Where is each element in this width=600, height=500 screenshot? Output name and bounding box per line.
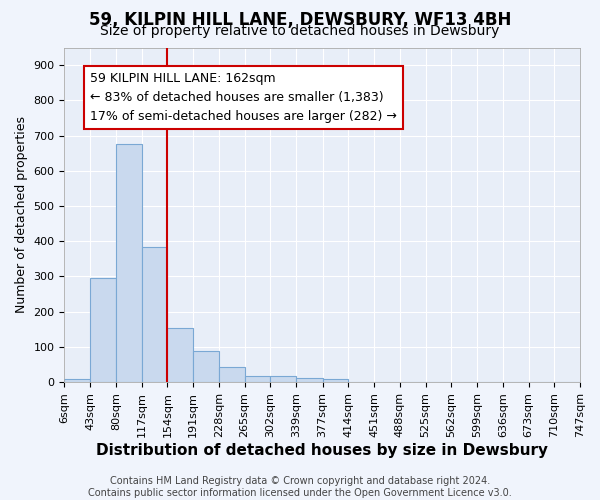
Bar xyxy=(245,376,271,382)
Text: Size of property relative to detached houses in Dewsbury: Size of property relative to detached ho… xyxy=(100,24,500,38)
Y-axis label: Number of detached properties: Number of detached properties xyxy=(15,116,28,314)
Bar xyxy=(90,278,116,382)
Bar xyxy=(64,378,90,382)
Bar xyxy=(142,247,167,382)
Bar xyxy=(193,351,219,382)
X-axis label: Distribution of detached houses by size in Dewsbury: Distribution of detached houses by size … xyxy=(96,442,548,458)
Bar xyxy=(323,379,348,382)
Text: Contains HM Land Registry data © Crown copyright and database right 2024.
Contai: Contains HM Land Registry data © Crown c… xyxy=(88,476,512,498)
Bar xyxy=(116,144,142,382)
Bar xyxy=(219,368,245,382)
Bar xyxy=(271,376,296,382)
Text: 59 KILPIN HILL LANE: 162sqm
← 83% of detached houses are smaller (1,383)
17% of : 59 KILPIN HILL LANE: 162sqm ← 83% of det… xyxy=(90,72,397,123)
Text: 59, KILPIN HILL LANE, DEWSBURY, WF13 4BH: 59, KILPIN HILL LANE, DEWSBURY, WF13 4BH xyxy=(89,11,511,29)
Bar xyxy=(167,328,193,382)
Bar xyxy=(296,378,323,382)
